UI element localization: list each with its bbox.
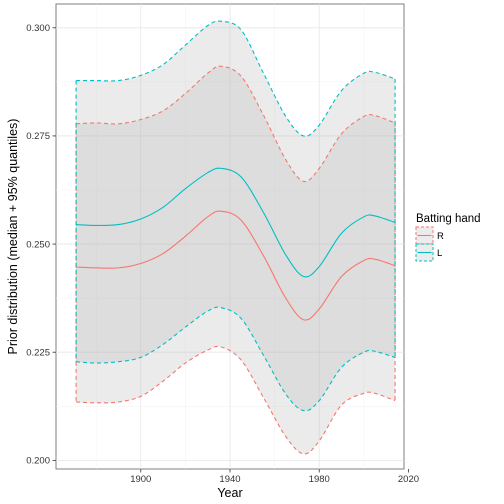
upper-quantile-line-L [76,20,396,137]
ribbon-R [76,66,396,454]
median-line-L [76,167,396,278]
y-tick-label: 0.225 [26,348,50,359]
x-tick-label: 2020 [398,474,419,485]
y-tick-label: 0.250 [26,239,50,250]
x-tick-label: 1980 [309,474,330,485]
lower-quantile-line-R [76,345,396,455]
y-axis-title: Prior distribution (median + 95% quantil… [6,119,20,355]
line-layer [75,20,396,455]
legend-title: Batting hand [416,213,481,225]
legend-label-L: L [437,248,442,259]
y-tick-label: 0.300 [26,23,50,34]
median-line-R [76,210,396,321]
legend: Batting hand RL [415,213,481,262]
x-tick-label: 1940 [219,474,240,485]
x-tick-label: 1900 [130,474,151,485]
legend-label-R: R [437,231,444,242]
y-tick-label: 0.275 [26,131,50,142]
legend-keys: RL [415,226,444,262]
lower-quantile-line-L [76,306,396,412]
grid-layer [56,4,404,469]
y-tick-label: 0.200 [26,456,50,467]
upper-quantile-line-R [76,65,396,183]
x-axis-title: Year [217,486,242,500]
axis-layer: 1900 1940 1980 2020 0.200 0.225 0.250 0.275 0.30… [26,23,419,485]
